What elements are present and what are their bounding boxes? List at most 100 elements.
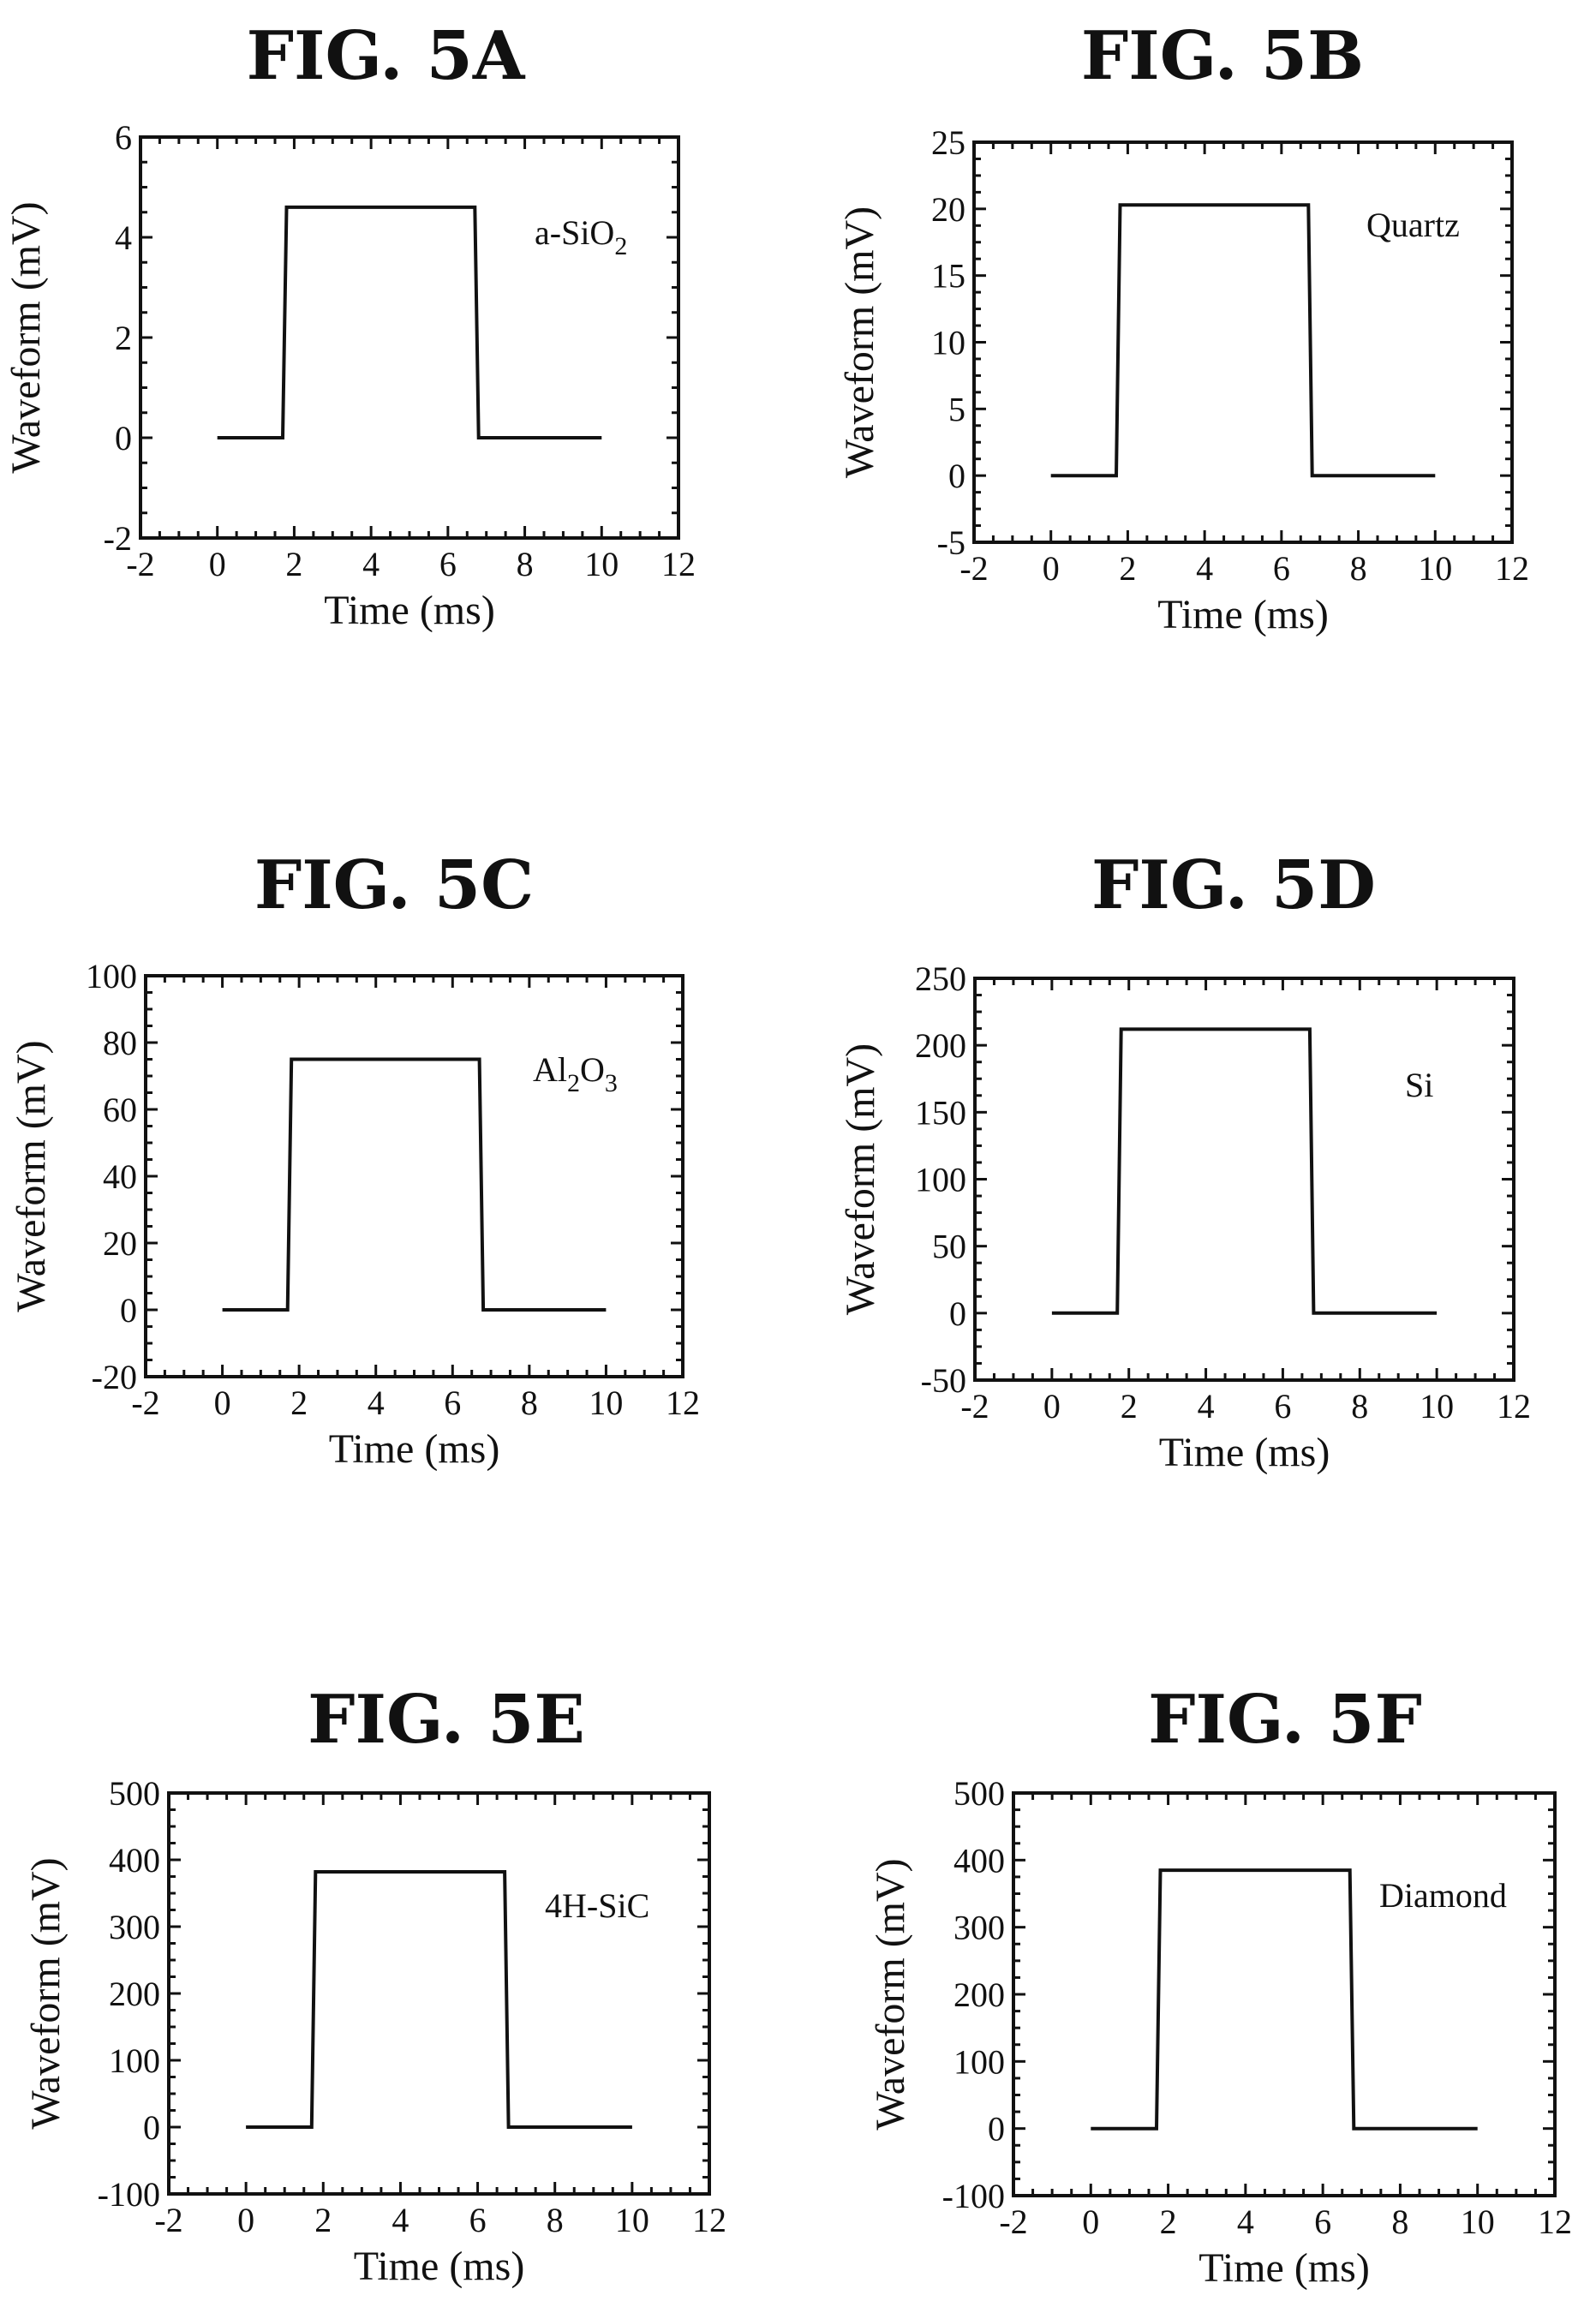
x-tick-label: -2 <box>131 1384 159 1422</box>
waveform-line <box>217 205 602 439</box>
x-tick-label: 2 <box>285 545 302 583</box>
y-tick-label: 0 <box>988 2110 1005 2149</box>
x-axis-label: Time (ms) <box>1159 1430 1330 1475</box>
x-tick-label: 0 <box>209 545 226 583</box>
y-tick-label: 60 <box>103 1091 137 1129</box>
annotation-subscript: 3 <box>605 1069 618 1097</box>
y-tick-label: 100 <box>109 2041 160 2080</box>
x-tick-label: 6 <box>469 2201 487 2239</box>
y-tick-label: 5 <box>948 390 965 428</box>
plot-frame <box>144 974 684 1378</box>
x-tick-label: 2 <box>314 2201 332 2239</box>
annotation-text: 4H-SiC <box>545 1886 649 1925</box>
waveform-line <box>1091 1868 1478 2131</box>
x-tick-label: 8 <box>517 545 534 583</box>
x-tick-label: 2 <box>290 1384 308 1422</box>
chart-title: FIG. 5E <box>308 1681 585 1759</box>
x-tick-label: 4 <box>1237 2202 1254 2241</box>
series-annotation: Diamond <box>1379 1876 1507 1915</box>
x-tick-label: 6 <box>1274 1387 1291 1425</box>
x-tick-label: 0 <box>1043 549 1060 588</box>
x-tick-label: 10 <box>1420 1387 1454 1425</box>
x-tick-label: 12 <box>692 2201 726 2239</box>
x-tick-label: 12 <box>1538 2202 1572 2241</box>
x-tick-label: 2 <box>1119 549 1136 588</box>
chart-panel: FIG. 5B -2 0 2 4 6 8 10 12 -5 0 5 10 15 20 25 Time (ms) W… <box>837 17 1529 637</box>
plot-frame <box>973 977 1515 1382</box>
y-axis-label: Waveform (mV) <box>837 206 882 478</box>
y-tick-label: 400 <box>109 1841 160 1880</box>
annotation-text: Si <box>1405 1066 1433 1104</box>
y-tick-label: 50 <box>932 1228 966 1266</box>
plot-frame <box>1012 1791 1557 2197</box>
y-tick-label: 6 <box>115 118 132 157</box>
y-tick-label: 80 <box>103 1024 137 1062</box>
x-tick-label: 0 <box>1082 2202 1099 2241</box>
x-tick-label: 2 <box>1160 2202 1177 2241</box>
chart-panel: FIG. 5F -2 0 2 4 6 8 10 12 -100 0 100 200 300 400 500 Ti… <box>868 1681 1572 2291</box>
x-tick-label: 4 <box>1196 549 1213 588</box>
x-tick-label: 8 <box>1351 1387 1368 1425</box>
x-tick-label: -2 <box>154 2201 182 2239</box>
y-tick-label: -5 <box>937 523 965 562</box>
y-tick-label: 100 <box>915 1161 966 1199</box>
plot-frame <box>167 1791 711 2196</box>
x-tick-label: -2 <box>960 1387 989 1425</box>
x-tick-label: 0 <box>1043 1387 1061 1425</box>
y-tick-label: 0 <box>120 1291 137 1330</box>
y-tick-label: 10 <box>931 324 965 362</box>
y-tick-label: 250 <box>915 959 966 998</box>
x-axis-label: Time (ms) <box>1157 592 1329 637</box>
series-annotation: a-SiO2 <box>535 213 627 260</box>
y-tick-label: 20 <box>931 190 965 229</box>
x-tick-label: 10 <box>584 545 619 583</box>
y-tick-label: 40 <box>103 1157 137 1196</box>
x-tick-label: 6 <box>1314 2202 1331 2241</box>
annotation-text: a-SiO <box>535 213 614 252</box>
x-tick-label: -2 <box>999 2202 1027 2241</box>
y-tick-label: 100 <box>86 957 137 995</box>
y-tick-label: -20 <box>92 1358 137 1396</box>
x-axis-label: Time (ms) <box>354 2244 525 2289</box>
x-tick-label: 12 <box>1497 1387 1531 1425</box>
y-tick-label: -2 <box>104 519 132 558</box>
y-tick-label: 100 <box>953 2042 1005 2081</box>
x-tick-label: 4 <box>362 545 380 583</box>
chart-panel: FIG. 5A -2 0 2 4 6 8 10 12 -2 0 2 4 6 Time (ms) Wavefor… <box>3 17 696 633</box>
x-tick-label: 10 <box>1461 2202 1495 2241</box>
x-tick-label: 12 <box>1495 549 1529 588</box>
x-axis-label: Time (ms) <box>1198 2245 1370 2291</box>
y-tick-label: -50 <box>921 1361 966 1400</box>
y-tick-label: 400 <box>953 1841 1005 1880</box>
y-tick-label: 300 <box>953 1909 1005 1947</box>
y-axis-label: Waveform (mV) <box>3 201 49 473</box>
plot-frame <box>972 140 1514 544</box>
y-tick-label: 2 <box>115 319 132 357</box>
x-tick-label: 12 <box>661 545 696 583</box>
annotation-subscript: 2 <box>614 232 627 260</box>
chart-title: FIG. 5C <box>254 846 534 924</box>
x-tick-label: 10 <box>615 2201 649 2239</box>
y-tick-label: 500 <box>109 1774 160 1813</box>
x-tick-label: 6 <box>439 545 457 583</box>
x-tick-label: 8 <box>521 1384 538 1422</box>
series-annotation: 4H-SiC <box>545 1886 649 1925</box>
x-axis-label: Time (ms) <box>324 588 495 633</box>
x-tick-label: 4 <box>368 1384 385 1422</box>
x-tick-label: 6 <box>444 1384 461 1422</box>
chart-panel: FIG. 5D -2 0 2 4 6 8 10 12 -50 0 50 100 150 200 250 Time… <box>838 846 1531 1475</box>
x-tick-label: 6 <box>1273 549 1290 588</box>
y-tick-label: 150 <box>915 1093 966 1132</box>
y-tick-label: 0 <box>948 457 965 495</box>
chart-title: FIG. 5A <box>247 17 526 95</box>
chart-panel: FIG. 5E -2 0 2 4 6 8 10 12 -100 0 100 200 300 400 500 Ti… <box>23 1681 726 2289</box>
series-annotation: Si <box>1405 1066 1433 1104</box>
y-tick-label: 20 <box>103 1224 137 1263</box>
waveform-line <box>1050 203 1436 478</box>
x-tick-label: 0 <box>237 2201 254 2239</box>
chart-title: FIG. 5B <box>1081 17 1364 95</box>
y-tick-label: -100 <box>942 2177 1005 2215</box>
y-tick-label: 300 <box>109 1908 160 1946</box>
x-axis-label: Time (ms) <box>329 1426 500 1472</box>
